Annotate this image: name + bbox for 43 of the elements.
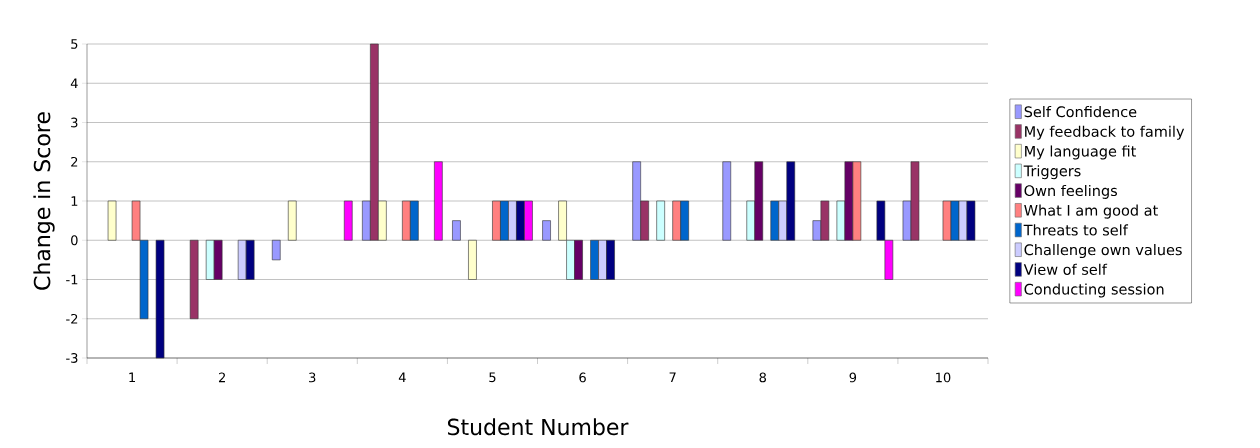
bar <box>155 239 165 359</box>
legend-label: My feedback to family <box>1025 125 1185 140</box>
x-axis-title: Student Number <box>447 418 629 436</box>
bar <box>722 161 732 241</box>
y-tick-label: -2 <box>66 313 78 324</box>
bar <box>542 220 551 241</box>
y-axis-title: Change in Score <box>33 112 55 290</box>
x-tick-label: 6 <box>579 372 586 383</box>
legend-label: Own feelings <box>1024 184 1118 199</box>
y-tick-label: 4 <box>70 78 78 88</box>
y-tick-label: 3 <box>71 117 78 128</box>
y-tick-label: 1 <box>71 196 78 206</box>
x-tick-label: 8 <box>759 372 767 383</box>
legend-label: Self Confidence <box>1024 106 1137 118</box>
bar <box>107 200 117 241</box>
x-tick-label: 10 <box>936 372 951 383</box>
x-tick-label: 7 <box>669 372 676 383</box>
bar <box>271 239 281 261</box>
bar <box>468 239 477 280</box>
y-tick-label: 2 <box>71 156 78 167</box>
legend-label: Conducting session <box>1024 283 1164 298</box>
x-tick-label: 3 <box>309 372 316 383</box>
y-tick-label: 5 <box>71 39 78 49</box>
y-tick-label: -1 <box>66 274 78 285</box>
bar <box>343 200 353 241</box>
bar <box>287 200 297 241</box>
legend-label: Challenge own values <box>1024 244 1182 259</box>
x-tick-label: 9 <box>849 372 857 383</box>
x-tick-label: 1 <box>129 372 135 383</box>
x-tick-label: 2 <box>218 372 225 383</box>
legend-label: Threats to self <box>1023 224 1129 236</box>
legend-label: What I am good at <box>1024 204 1158 219</box>
y-tick-label: -3 <box>66 353 78 363</box>
y-tick-label: 0 <box>71 235 78 246</box>
x-tick-label: 5 <box>489 372 496 383</box>
x-tick-label: 4 <box>398 372 406 383</box>
legend-label: Triggers <box>1023 165 1081 180</box>
bar <box>434 161 443 241</box>
bar <box>189 239 199 320</box>
bar <box>452 220 461 241</box>
bar <box>656 200 665 241</box>
legend-label: My language fit <box>1025 145 1137 160</box>
legend-label: View of self <box>1023 263 1108 275</box>
